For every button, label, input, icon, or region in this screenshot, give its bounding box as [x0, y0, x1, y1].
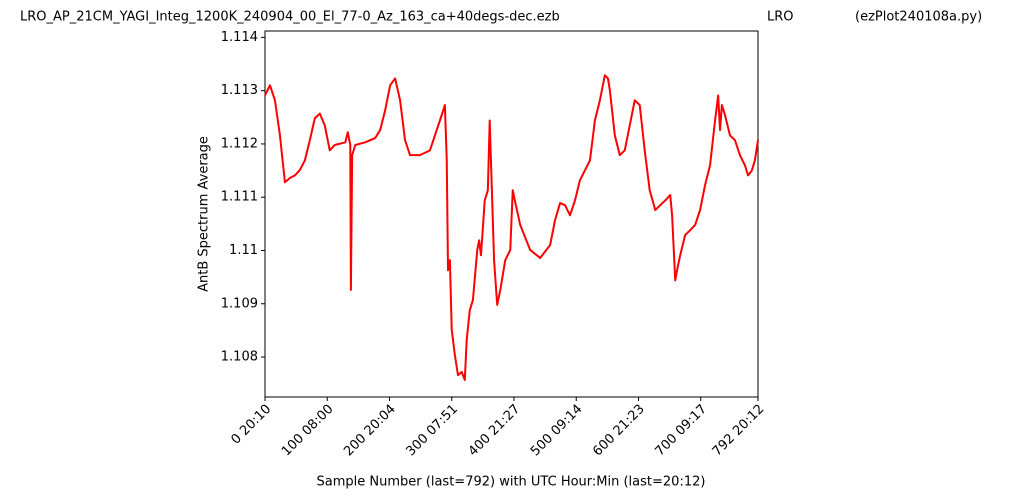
chart-title-center: LRO — [767, 10, 794, 25]
chart-title: LRO_AP_21CM_YAGI_Integ_1200K_240904_00_E… — [20, 10, 560, 25]
y-tick-label: 1.109 — [221, 296, 258, 311]
y-tick-label: 1.112 — [221, 136, 258, 151]
y-tick-label: 1.114 — [221, 30, 258, 45]
y-tick-label: 1.111 — [221, 190, 258, 205]
y-tick-label: 1.113 — [221, 83, 258, 98]
y-axis-label: AntB Spectrum Average — [197, 136, 212, 292]
x-tick-label: 600 21:23 — [590, 402, 648, 460]
x-tick-label: 500 09:14 — [528, 402, 586, 460]
x-tick-label: 400 21:27 — [466, 402, 524, 460]
chart-title-right: (ezPlot240108a.py) — [855, 10, 982, 25]
x-tick-label: 200 20:04 — [341, 402, 399, 460]
x-tick-label: 792 20:12 — [710, 402, 768, 460]
x-tick-label: 100 08:00 — [279, 402, 337, 460]
x-tick-label: 700 09:17 — [652, 402, 710, 460]
x-tick-label: 0 20:10 — [228, 402, 274, 448]
y-tick-label: 1.108 — [221, 350, 258, 365]
x-tick-label: 300 07:51 — [403, 402, 461, 460]
plot-frame — [264, 30, 759, 398]
x-axis-label: Sample Number (last=792) with UTC Hour:M… — [317, 475, 706, 490]
data-line — [264, 74, 759, 381]
y-tick-label: 1.11 — [229, 243, 258, 258]
